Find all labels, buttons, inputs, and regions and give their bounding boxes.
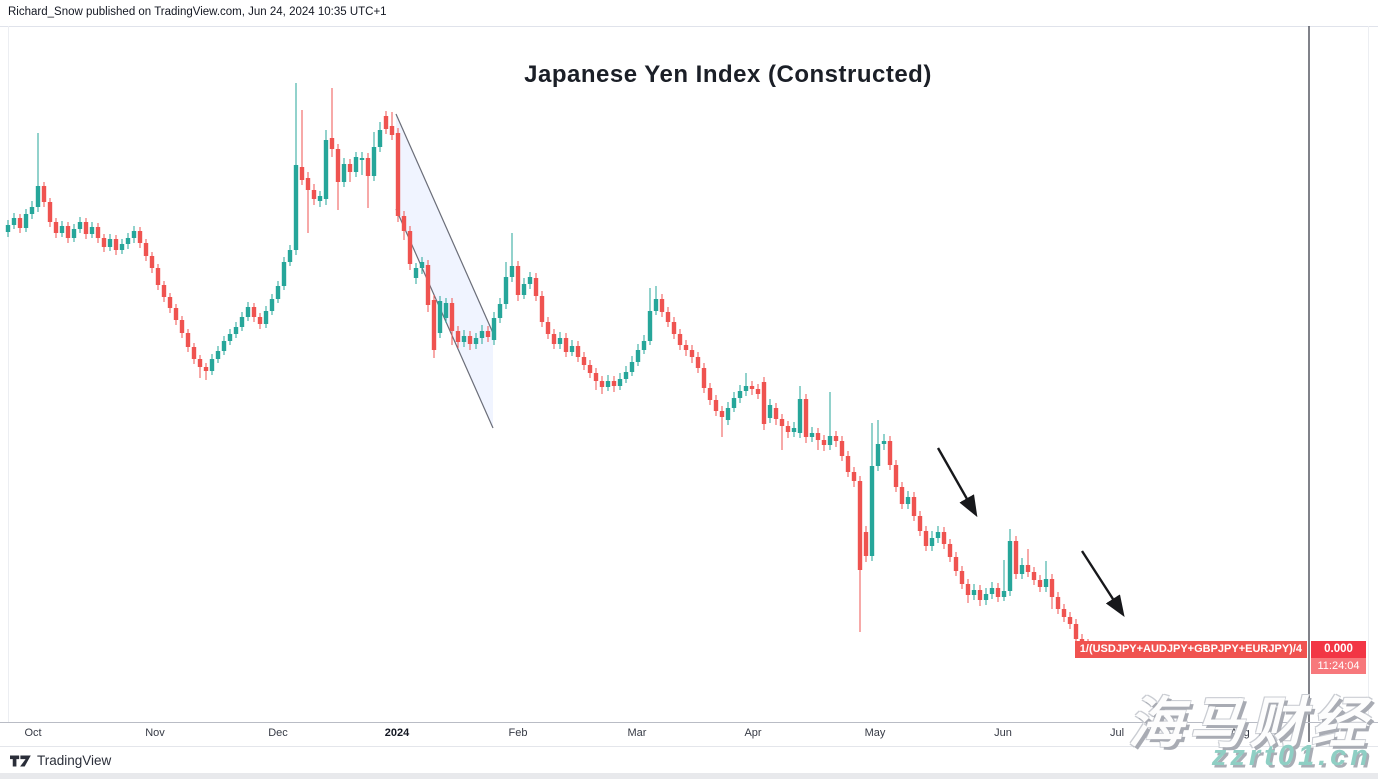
attribution-text: Richard_Snow published on TradingView.co… (8, 6, 387, 18)
x-axis-label: Oct (24, 727, 42, 739)
x-axis-label: Mar (627, 727, 647, 739)
bar-countdown: 11:24:04 (1311, 658, 1366, 674)
x-axis-label: 2024 (384, 727, 410, 739)
chart-frame-top (0, 26, 1378, 27)
x-axis-label: Apr (744, 727, 762, 739)
tradingview-logo-link[interactable]: TradingView (10, 753, 111, 768)
x-axis-label: Dec (268, 727, 288, 739)
chart-frame-left (8, 26, 9, 722)
last-price-tag: 0.000 11:24:04 (1311, 641, 1366, 674)
symbol-formula-label: 1/(USDJPY+AUDJPY+GBPJPY+EURJPY)/4 (1074, 641, 1307, 658)
chart-title: Japanese Yen Index (Constructed) (524, 61, 932, 88)
time-axis-separator (0, 722, 1378, 723)
x-axis-label: Aug (1230, 727, 1250, 739)
x-axis-label: Feb (508, 727, 528, 739)
x-axis-label: Jul (1109, 727, 1125, 739)
time-axis: Oct Nov Dec 2024 Feb Mar Apr May Jun Jul Aug (0, 722, 1378, 746)
x-axis-label: May (864, 727, 886, 739)
time-axis-bottom-border (0, 746, 1378, 747)
tradingview-logo-text: TradingView (37, 753, 112, 768)
x-axis-label: Nov (145, 727, 165, 739)
x-axis-label: Jun (994, 727, 1012, 739)
bottom-strip (0, 773, 1378, 779)
last-price-value: 0.000 (1311, 641, 1366, 658)
tradingview-logo-icon (10, 755, 31, 766)
chart-frame-right (1368, 26, 1369, 722)
